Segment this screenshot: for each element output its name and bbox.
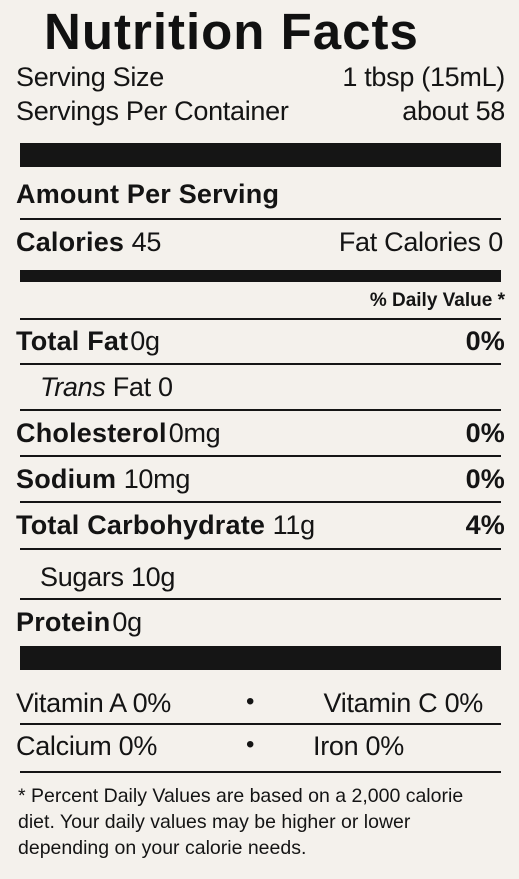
servings-per-container-value: about 58 bbox=[402, 96, 505, 126]
daily-value-header: % Daily Value * bbox=[369, 290, 505, 311]
serving-size-label: Serving Size bbox=[16, 62, 164, 92]
total-carbohydrate-label: Total Carbohydrate bbox=[16, 510, 266, 540]
label-title: Nutrition Facts bbox=[44, 3, 419, 60]
divider bbox=[20, 218, 501, 220]
footnote: * Percent Daily Values are based on a 2,… bbox=[18, 785, 464, 859]
bullet-separator: • bbox=[246, 688, 255, 715]
cholesterol-amount: 0mg bbox=[168, 418, 221, 448]
total-fat-amount: 0g bbox=[130, 326, 160, 356]
protein-amount: 0g bbox=[112, 607, 142, 637]
medium-divider bbox=[20, 270, 501, 282]
sodium-amount: 10mg bbox=[123, 464, 191, 494]
calories-value: 45 bbox=[131, 227, 162, 257]
thick-divider-bottom bbox=[20, 646, 501, 670]
thick-divider-top bbox=[20, 143, 501, 167]
divider bbox=[20, 723, 501, 725]
serving-size-value: 1 tbsp (15mL) bbox=[342, 62, 505, 92]
iron: Iron 0% bbox=[313, 731, 404, 761]
protein-row: Protein0g bbox=[16, 609, 142, 636]
trans-fat-row: Trans Fat 0 bbox=[40, 374, 173, 401]
sodium-label: Sodium bbox=[16, 464, 117, 494]
divider bbox=[20, 771, 501, 773]
trans-fat-label: Fat bbox=[112, 372, 151, 402]
divider bbox=[20, 318, 501, 320]
cholesterol-dv: 0% bbox=[465, 418, 505, 448]
calories-row: Calories 45 bbox=[16, 229, 161, 256]
total-fat-label: Total Fat bbox=[16, 326, 129, 356]
divider bbox=[20, 409, 501, 411]
vitamin-c: Vitamin C 0% bbox=[323, 688, 484, 718]
sodium-dv: 0% bbox=[465, 464, 505, 494]
fat-calories-row: Fat Calories 0 bbox=[339, 229, 503, 256]
sugars-amount: 10g bbox=[130, 562, 176, 592]
fat-calories-label: Fat Calories bbox=[338, 227, 481, 257]
calories-label: Calories bbox=[16, 227, 125, 257]
total-carbohydrate-row: Total Carbohydrate 11g bbox=[16, 512, 315, 539]
total-fat-row: Total Fat0g bbox=[16, 328, 160, 355]
calcium: Calcium 0% bbox=[16, 731, 158, 761]
bullet-separator: • bbox=[246, 731, 255, 758]
divider bbox=[20, 548, 501, 550]
fat-calories-value: 0 bbox=[488, 227, 503, 257]
total-carbohydrate-dv: 4% bbox=[465, 510, 505, 540]
divider bbox=[20, 455, 501, 457]
total-fat-dv: 0% bbox=[465, 326, 505, 356]
servings-per-container-label: Servings Per Container bbox=[16, 96, 289, 126]
cholesterol-label: Cholesterol bbox=[16, 418, 167, 448]
sugars-label: Sugars bbox=[40, 562, 124, 592]
divider bbox=[20, 363, 501, 365]
divider bbox=[20, 501, 501, 503]
cholesterol-row: Cholesterol0mg bbox=[16, 418, 221, 448]
sodium-row: Sodium 10mg bbox=[16, 466, 190, 493]
vitamin-a: Vitamin A 0% bbox=[16, 688, 171, 718]
trans-fat-amount: 0 bbox=[158, 372, 173, 402]
sugars-row: Sugars 10g bbox=[40, 564, 175, 591]
divider bbox=[20, 598, 501, 600]
trans-fat-label-italic: Trans bbox=[40, 372, 106, 402]
total-carbohydrate-amount: 11g bbox=[272, 510, 315, 540]
protein-label: Protein bbox=[16, 607, 111, 637]
amount-per-serving-header: Amount Per Serving bbox=[16, 179, 280, 209]
